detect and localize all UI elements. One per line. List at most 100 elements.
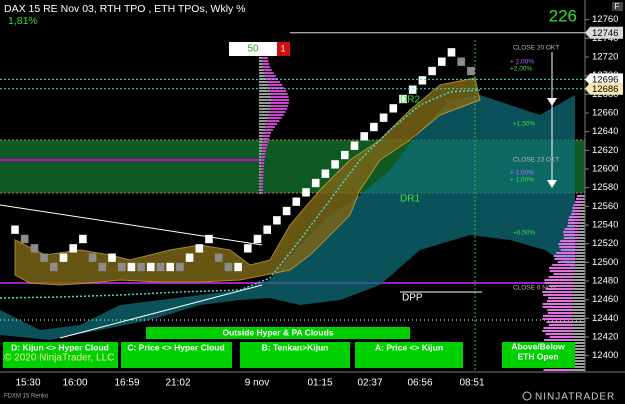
renko-brick [311, 178, 320, 188]
tpo-bar [259, 69, 265, 71]
tpo-bar [259, 141, 263, 143]
profile-bar [560, 240, 578, 242]
tpo-bar [264, 69, 272, 71]
profile-bar [558, 243, 578, 245]
tpo-bar [259, 180, 261, 182]
tpo-bar [264, 72, 274, 74]
order-qty: 50 [247, 44, 259, 55]
profile-bar [576, 198, 583, 200]
tpo-bar [262, 60, 269, 62]
tpo-bar [259, 75, 266, 77]
tpo-bar [269, 90, 287, 92]
profile-bar [575, 264, 585, 266]
profile-bar [552, 264, 576, 266]
signal-label: B: Tenkan>Kijun [262, 342, 329, 352]
renko-brick [467, 66, 475, 76]
profile-bar [553, 273, 576, 275]
tpo-bar [267, 120, 280, 122]
profile-bar [573, 297, 585, 299]
tpo-bar [259, 81, 268, 83]
profile-bar [564, 228, 579, 230]
profile-bar [567, 225, 580, 227]
renko-brick [438, 57, 446, 66]
tpo-bar [259, 117, 269, 119]
tpo-bar [262, 57, 268, 59]
profile-bar [560, 249, 578, 251]
renko-brick [389, 104, 398, 113]
renko-brick [447, 48, 456, 57]
tpo-bar [260, 177, 264, 179]
profile-bar [572, 282, 585, 284]
tpo-bar [259, 150, 262, 152]
profile-bar [549, 336, 575, 338]
profile-bar [548, 285, 575, 287]
renko-brick [98, 262, 107, 272]
profile-bar [572, 210, 582, 212]
tpo-bar [259, 153, 262, 155]
tpo-bar [263, 63, 270, 65]
signal-label: Above/Below [511, 341, 565, 351]
tpo-bar [268, 117, 282, 119]
tpo-bar [261, 162, 265, 164]
annotation: + 1,00% [510, 177, 534, 184]
tpo-bar [259, 111, 270, 113]
profile-bar [573, 321, 585, 323]
tpo-bar [259, 105, 271, 107]
renko-brick [350, 141, 359, 150]
x-tick-label: 08:51 [459, 378, 484, 389]
profile-bar [578, 237, 585, 239]
renko-brick [253, 234, 262, 244]
logo-icon [522, 391, 532, 401]
corner-label: F [615, 2, 620, 11]
signal-box [121, 342, 232, 368]
tpo-bar [259, 186, 261, 188]
profile-bar [573, 333, 585, 335]
price-tag [585, 82, 623, 95]
tpo-bar [259, 66, 264, 68]
renko-brick [244, 244, 252, 253]
tpo-bar [269, 111, 286, 113]
tpo-bar [260, 192, 264, 194]
tpo-bar [260, 186, 264, 188]
profile-bar [574, 267, 585, 269]
annotation: CLOSE 23 OKT [513, 157, 559, 164]
profile-bar [574, 270, 585, 272]
tpo-bar [259, 192, 261, 194]
profile-bar [553, 255, 576, 257]
tpo-bar [259, 165, 261, 167]
tpo-bar [270, 96, 289, 98]
tpo-bar [261, 159, 265, 161]
signal-label: ETH Open [517, 351, 558, 361]
profile-bar [575, 273, 585, 275]
profile-bar [581, 204, 585, 206]
profile-bar [544, 339, 573, 341]
profile-bar [572, 354, 585, 356]
y-tick-label: 12600 [592, 164, 618, 175]
renko-brick [370, 122, 378, 132]
profile-bar [563, 231, 579, 233]
renko-brick [214, 253, 223, 262]
renko-brick [40, 253, 48, 262]
renko-brick [282, 206, 291, 216]
tpo-bar [260, 183, 264, 185]
renko-brick [273, 216, 281, 225]
x-tick-label: 01:15 [307, 378, 332, 389]
y-tick-label: 12480 [592, 276, 618, 287]
hyper-cloud [0, 95, 575, 340]
profile-bar [577, 243, 585, 245]
corner-button[interactable] [612, 2, 623, 11]
profile-bar [573, 309, 585, 311]
annotation: DR1 [400, 194, 420, 205]
order-count-box [277, 42, 290, 56]
renko-brick [205, 234, 213, 244]
renko-brick [379, 113, 388, 122]
annotation: DR2 [400, 95, 420, 106]
profile-bar [542, 330, 573, 332]
tpo-bar [259, 147, 263, 149]
profile-bar [567, 219, 580, 221]
renko-brick [457, 57, 465, 66]
profile-bar [568, 222, 580, 224]
renko-brick [263, 225, 271, 234]
instrument: FDXM 15 Renko [4, 394, 49, 400]
tpo-bar [266, 123, 278, 125]
